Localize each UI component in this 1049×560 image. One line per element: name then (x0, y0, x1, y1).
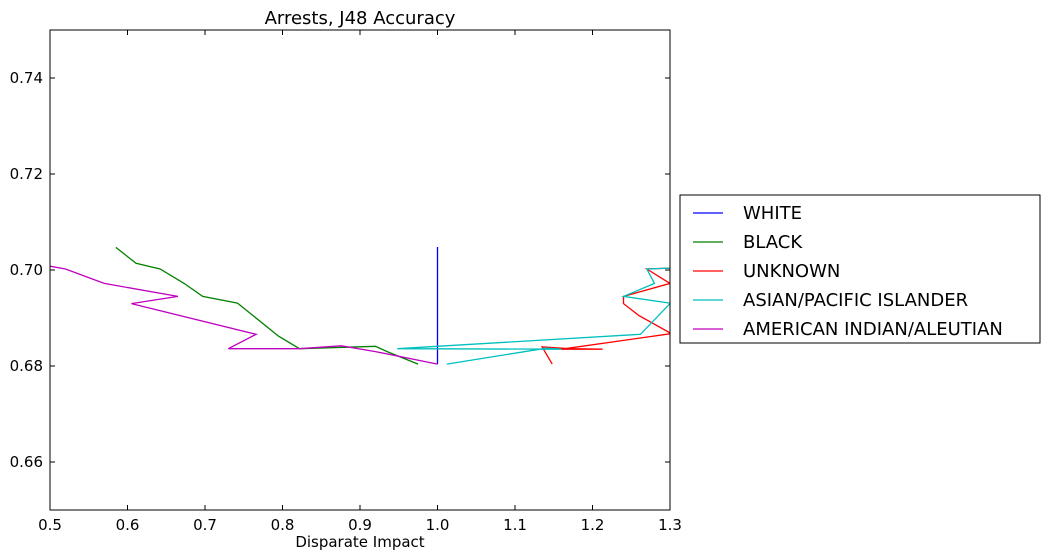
y-tick-label: 0.74 (10, 69, 43, 87)
legend-label: ASIAN/PACIFIC ISLANDER (743, 290, 968, 311)
x-tick-label: 0.6 (116, 516, 140, 534)
y-tick-label: 0.72 (10, 165, 43, 183)
series-line-black (115, 246, 419, 365)
series-line-unknown (540, 267, 670, 365)
y-tick-label: 0.70 (10, 261, 43, 279)
legend-label: BLACK (743, 232, 803, 253)
x-tick-label: 0.5 (38, 516, 62, 534)
x-axis-label: Disparate Impact (295, 533, 424, 551)
x-tick-label: 0.8 (271, 516, 295, 534)
series-layer (50, 246, 670, 365)
legend-label: UNKNOWN (743, 261, 840, 282)
series-line-american-indian-aleutian (50, 265, 438, 365)
x-tick-label: 0.7 (193, 516, 217, 534)
series-line-asian-pacific-islander (397, 267, 670, 365)
legend: WHITE BLACK UNKNOWN ASIAN/PACIFIC ISLANDER A… (679, 194, 1041, 344)
y-tick-label: 0.68 (10, 357, 43, 375)
legend-label: WHITE (743, 203, 802, 224)
legend-label: AMERICAN INDIAN/ALEUTIAN (743, 319, 1003, 340)
x-tick-label: 1.3 (658, 516, 682, 534)
plot-frame (49, 29, 671, 511)
x-tick-label: 1.2 (581, 516, 605, 534)
ticks-layer: 0.5 0.6 0.7 0.8 0.9 1.0 1.1 1.2 1.3 0.66 0.68 0.70 0… (10, 30, 682, 534)
x-tick-label: 1.0 (426, 516, 450, 534)
x-tick-label: 1.1 (503, 516, 527, 534)
y-tick-label: 0.66 (10, 453, 43, 471)
chart-title: Arrests, J48 Accuracy (265, 8, 456, 29)
legend-frame (679, 194, 1041, 344)
x-tick-label: 0.9 (348, 516, 372, 534)
